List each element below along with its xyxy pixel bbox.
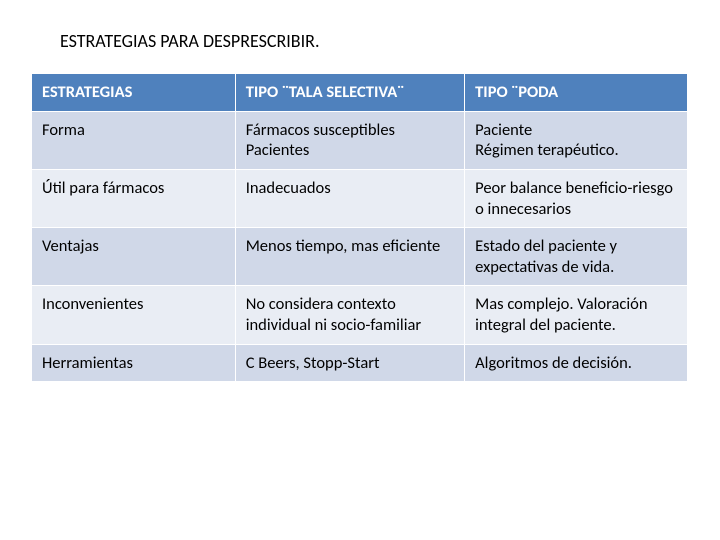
table-header-row: ESTRATEGIAS TIPO ¨TALA SELECTIVA¨ TIPO ¨… [32, 74, 688, 111]
table-cell: No considera contexto individual ni soci… [235, 286, 464, 344]
table-body: FormaFármacos susceptibles PacientesPaci… [32, 111, 688, 382]
table-cell: Peor balance beneficio-riesgo o innecesa… [465, 169, 688, 227]
slide-container: ESTRATEGIAS PARA DESPRESCRIBIR. ESTRATEG… [0, 0, 720, 382]
table-cell: Útil para fármacos [32, 169, 235, 227]
table-row: InconvenientesNo considera contexto indi… [32, 286, 688, 344]
table-cell: Ventajas [32, 228, 235, 286]
header-cell: TIPO ¨TALA SELECTIVA¨ [235, 74, 464, 111]
table-cell: Menos tiempo, mas eficiente [235, 228, 464, 286]
table-cell: Mas complejo. Valoración integral del pa… [465, 286, 688, 344]
table-cell: C Beers, Stopp-Start [235, 344, 464, 382]
table-cell: Algoritmos de decisión. [465, 344, 688, 382]
table-cell: Herramientas [32, 344, 235, 382]
table-row: VentajasMenos tiempo, mas eficienteEstad… [32, 228, 688, 286]
table-cell: Inadecuados [235, 169, 464, 227]
table-cell: Inconvenientes [32, 286, 235, 344]
table-row: FormaFármacos susceptibles PacientesPaci… [32, 111, 688, 169]
table-cell: PacienteRégimen terapéutico. [465, 111, 688, 169]
table-row: Útil para fármacosInadecuadosPeor balanc… [32, 169, 688, 227]
header-cell: ESTRATEGIAS [32, 74, 235, 111]
header-cell: TIPO ¨PODA [465, 74, 688, 111]
table-cell: Fármacos susceptibles Pacientes [235, 111, 464, 169]
table-cell: Forma [32, 111, 235, 169]
slide-title: ESTRATEGIAS PARA DESPRESCRIBIR. [32, 30, 688, 52]
table-row: HerramientasC Beers, Stopp-StartAlgoritm… [32, 344, 688, 382]
strategies-table: ESTRATEGIAS TIPO ¨TALA SELECTIVA¨ TIPO ¨… [32, 74, 688, 382]
table-cell: Estado del paciente y expectativas de vi… [465, 228, 688, 286]
